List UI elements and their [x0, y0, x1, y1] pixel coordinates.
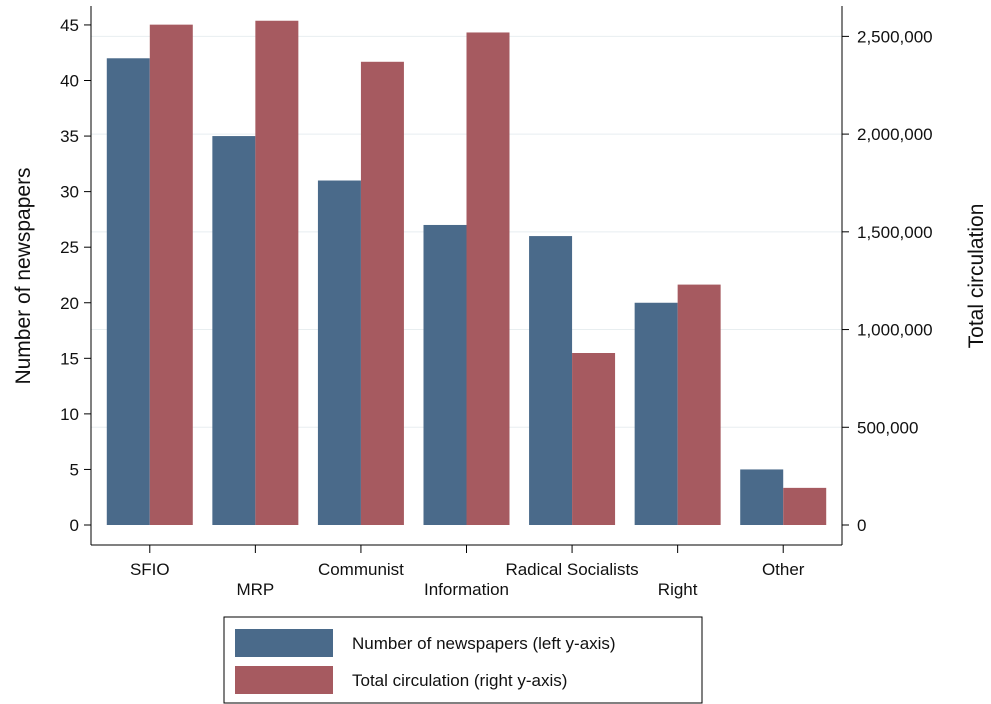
bar-newspapers	[423, 224, 467, 525]
x-tick-label: Other	[762, 560, 805, 579]
legend-label-newspapers: Number of newspapers (left y-axis)	[352, 634, 616, 653]
right-tick-label: 500,000	[857, 418, 918, 437]
left-tick-label: 15	[60, 349, 79, 368]
bar-newspapers	[634, 302, 678, 525]
x-tick-label: MRP	[236, 580, 274, 599]
bar-newspapers	[317, 180, 361, 525]
right-y-axis-title: Total circulation	[965, 204, 988, 349]
x-tick-label: SFIO	[130, 560, 170, 579]
left-tick-label: 20	[60, 294, 79, 313]
bar-circulation	[466, 32, 510, 525]
left-y-axis-title: Number of newspapers	[12, 167, 35, 384]
bar-circulation	[572, 353, 616, 525]
bar-circulation	[149, 24, 193, 525]
left-tick-label: 45	[60, 16, 79, 35]
bar-newspapers	[212, 136, 256, 525]
x-tick-label: Radical Socialists	[505, 560, 638, 579]
left-tick-label: 35	[60, 127, 79, 146]
right-tick-label: 2,500,000	[857, 27, 933, 46]
right-tick-label: 0	[857, 516, 866, 535]
bar-circulation	[360, 61, 404, 525]
left-tick-label: 30	[60, 183, 79, 202]
x-tick-label: Right	[658, 580, 698, 599]
bar-newspapers	[740, 469, 784, 525]
left-tick-label: 0	[70, 516, 79, 535]
x-tick-label: Information	[424, 580, 509, 599]
legend: Number of newspapers (left y-axis) Total…	[223, 616, 703, 704]
legend-swatch-circulation	[235, 666, 333, 694]
bar-circulation	[783, 487, 827, 525]
bar-newspapers	[106, 58, 150, 526]
right-tick-label: 1,000,000	[857, 321, 933, 340]
right-tick-label: 2,000,000	[857, 125, 933, 144]
bar-circulation	[677, 284, 721, 525]
left-tick-label: 25	[60, 238, 79, 257]
legend-swatch-newspapers	[235, 629, 333, 657]
left-tick-label: 40	[60, 72, 79, 91]
x-tick-label: Communist	[318, 560, 404, 579]
left-tick-label: 10	[60, 405, 79, 424]
left-tick-label: 5	[70, 460, 79, 479]
bar-circulation	[255, 20, 299, 525]
bars	[106, 20, 827, 526]
bar-newspapers	[529, 236, 573, 525]
legend-label-circulation: Total circulation (right y-axis)	[352, 671, 567, 690]
ticks: 0 500,000 1,000,000 1,500,000 2,000,000 2,500…	[60, 16, 933, 599]
right-tick-label: 1,500,000	[857, 223, 933, 242]
